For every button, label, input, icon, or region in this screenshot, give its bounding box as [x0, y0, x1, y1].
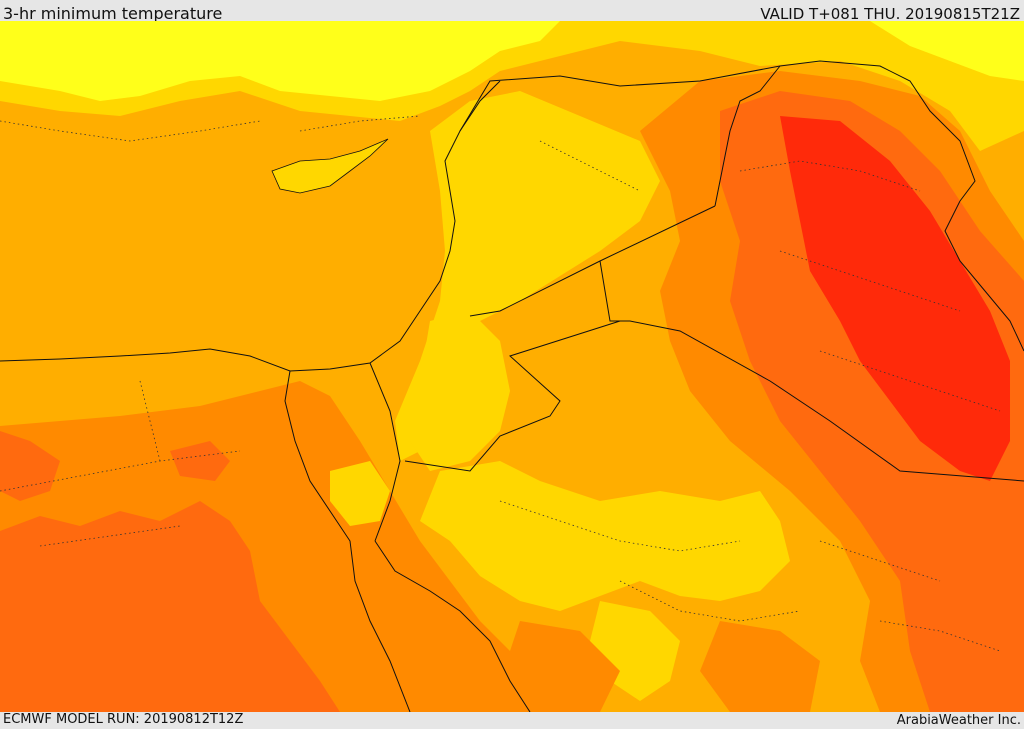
- temperature-map-svg: [0, 21, 1024, 712]
- map-title: 3-hr minimum temperature: [3, 4, 223, 23]
- model-run: ECMWF MODEL RUN: 20190812T12Z: [3, 712, 244, 727]
- hottest-region-iraq: [780, 116, 1010, 481]
- footer-bar: ECMWF MODEL RUN: 20190812T12Z ArabiaWeat…: [0, 712, 1024, 729]
- island-cyprus: [271, 138, 389, 194]
- temperature-map: [0, 21, 1024, 712]
- coolest-region-turkey: [0, 21, 560, 101]
- hot-blob-south-2: [700, 621, 820, 712]
- credit: ArabiaWeather Inc.: [896, 713, 1021, 728]
- header-bar: 3-hr minimum temperature VALID T+081 THU…: [0, 0, 1024, 23]
- valid-time: VALID T+081 THU. 20190815T21Z: [760, 5, 1020, 23]
- cool-band-levant: [395, 91, 660, 461]
- hotter-blob-egypt-1: [0, 501, 340, 712]
- hotter-blob-egypt-3: [170, 441, 230, 481]
- country-borders: [0, 60, 1024, 712]
- province-boundaries: [0, 115, 1001, 652]
- hot-blob-south-1: [500, 621, 620, 712]
- hotter-blob-egypt-2: [0, 431, 60, 501]
- cool-patch-sinai: [330, 461, 390, 526]
- coolest-patch-ne: [870, 21, 1024, 81]
- cool-band-jordan: [410, 311, 510, 471]
- cool-band-saudi-north: [420, 461, 790, 611]
